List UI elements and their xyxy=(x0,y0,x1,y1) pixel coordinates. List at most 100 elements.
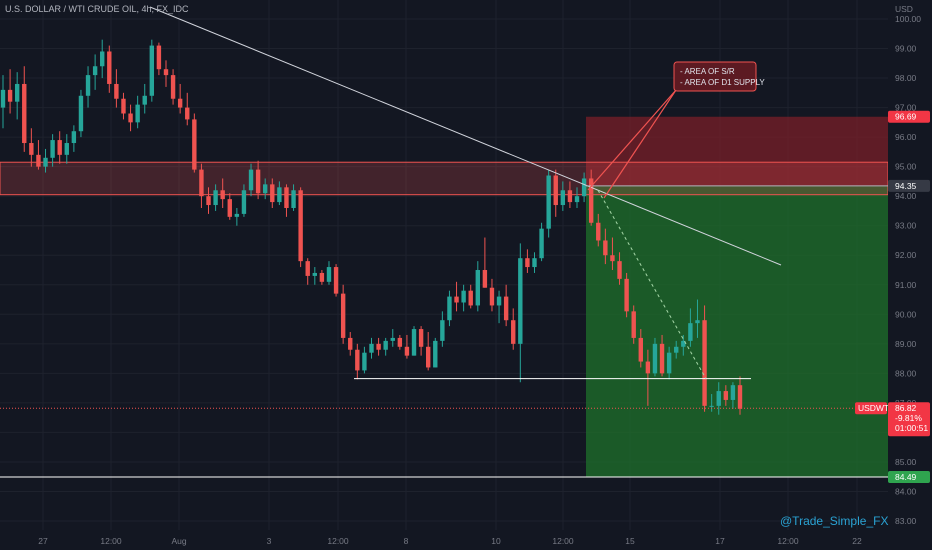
candle-body xyxy=(652,343,658,374)
candle-body xyxy=(185,107,190,120)
currency-label: USD xyxy=(895,4,913,14)
y-tick-label: 91.00 xyxy=(895,280,917,290)
candle-body xyxy=(659,343,665,374)
candle-body xyxy=(340,293,346,338)
candle-body xyxy=(581,178,587,197)
candle-body xyxy=(723,391,729,400)
candle-body xyxy=(7,89,13,102)
candle-body xyxy=(0,89,6,108)
candle-body xyxy=(135,104,140,123)
candle-timer-label: 01:00:51 xyxy=(895,423,928,433)
candle-body xyxy=(631,311,636,338)
y-tick-label: 93.00 xyxy=(895,221,917,231)
candle-body xyxy=(461,290,466,303)
candle-body xyxy=(709,405,714,407)
x-tick-label: 15 xyxy=(625,536,635,546)
entry-price-label: 94.35 xyxy=(895,181,917,191)
candle-body xyxy=(617,261,622,279)
chart-title: U.S. DOLLAR / WTI CRUDE OIL, 4h, FX_IDC xyxy=(5,4,189,14)
take-profit-zone xyxy=(586,185,888,478)
candle-body xyxy=(702,320,707,406)
candle-body xyxy=(248,169,254,191)
candle-body xyxy=(284,187,289,208)
candle-body xyxy=(22,83,27,144)
candle-body xyxy=(227,199,232,217)
candle-body xyxy=(149,45,155,96)
candle-body xyxy=(674,346,679,353)
candle-body xyxy=(489,287,495,306)
price-scale[interactable] xyxy=(888,0,932,530)
candle-body xyxy=(85,75,91,96)
candle-body xyxy=(546,175,551,229)
y-tick-label: 92.00 xyxy=(895,250,917,260)
candle-body xyxy=(418,329,424,347)
entry-price-tag xyxy=(888,179,930,192)
y-tick-label: 84.00 xyxy=(895,486,917,496)
candle-body xyxy=(170,75,176,99)
watermark: @Trade_Simple_FX xyxy=(780,514,888,528)
candle-body xyxy=(71,131,77,144)
candle-body xyxy=(128,113,133,123)
candle-body xyxy=(390,337,395,341)
time-scale[interactable] xyxy=(0,530,932,550)
candle-body xyxy=(319,272,325,282)
candle-body xyxy=(255,169,261,194)
current-price-tag xyxy=(888,402,930,437)
candle-body xyxy=(397,337,403,347)
candle-body xyxy=(163,69,169,76)
candle-body xyxy=(376,343,381,350)
candle-body xyxy=(100,51,105,67)
y-tick-label: 99.00 xyxy=(895,44,917,54)
drawing-overlays xyxy=(0,6,888,478)
y-tick-label: 98.00 xyxy=(895,73,917,83)
candle-body xyxy=(603,240,608,256)
candle-body xyxy=(433,340,438,368)
candle-body xyxy=(355,349,360,371)
y-tick-label: 95.00 xyxy=(895,162,917,172)
y-tick-label: 83.00 xyxy=(895,516,917,526)
candle-body xyxy=(539,228,544,259)
symbol-tag xyxy=(855,402,887,415)
candle-body xyxy=(588,178,594,223)
candle-body xyxy=(234,213,240,217)
candle-body xyxy=(333,267,339,294)
candle-body xyxy=(737,385,743,409)
price-tags: 96.69 94.35 84.49 USDWTI 86.82 -9.81% 01… xyxy=(855,110,930,484)
candle-body xyxy=(404,346,410,356)
candle-body xyxy=(525,258,530,268)
candle-body xyxy=(29,143,34,155)
candle-body xyxy=(326,267,332,282)
candle-body xyxy=(681,340,686,347)
candle-body xyxy=(277,187,282,203)
stop-loss-zone xyxy=(586,116,888,186)
target-price-label: 84.49 xyxy=(895,472,917,482)
annotation-callout[interactable]: - AREA OF S/R - AREA OF D1 SUPPLY xyxy=(673,61,765,92)
candle-body xyxy=(638,337,643,362)
x-tick-label: 12:00 xyxy=(777,536,799,546)
candle-body xyxy=(496,296,502,306)
candle-body xyxy=(305,261,310,276)
symbol-tag-label: USDWTI xyxy=(858,403,892,413)
candle-body xyxy=(206,196,211,206)
trendline xyxy=(149,6,782,266)
y-tick-label: 89.00 xyxy=(895,339,917,349)
candle-body xyxy=(695,320,700,324)
candle-body xyxy=(716,391,721,406)
annotation-line-1: - AREA OF S/R xyxy=(680,67,735,76)
candle-body xyxy=(454,296,459,303)
y-tick-label: 97.00 xyxy=(895,103,917,113)
candle-body xyxy=(121,98,126,114)
candle-body xyxy=(440,320,445,341)
trade-zones xyxy=(0,116,889,478)
annotation-box xyxy=(673,61,757,92)
candle-body xyxy=(298,190,303,262)
x-tick-label: 12:00 xyxy=(552,536,574,546)
candle-body xyxy=(567,190,573,203)
candle-body xyxy=(57,140,62,155)
candle-body xyxy=(50,140,55,158)
candle-body xyxy=(411,329,417,356)
candle-body xyxy=(107,51,112,84)
x-tick-label: 10 xyxy=(491,536,501,546)
candle-body xyxy=(425,346,431,368)
